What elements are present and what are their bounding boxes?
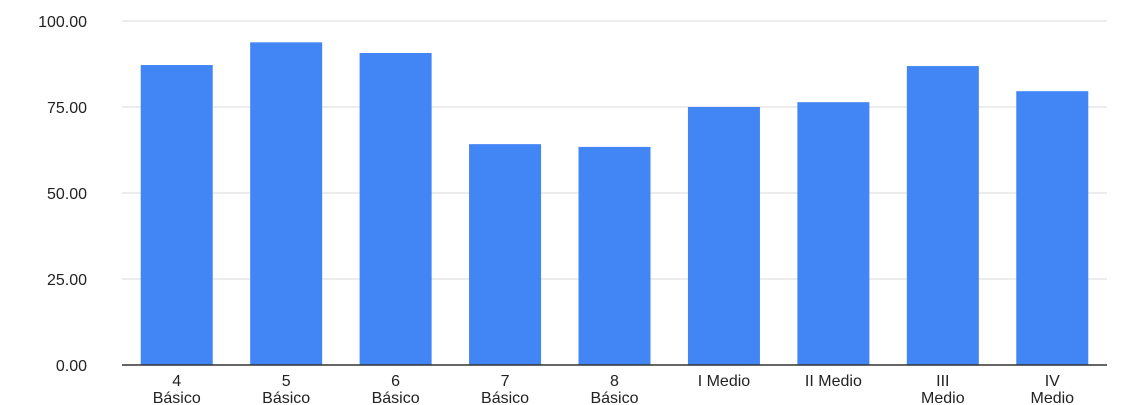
x-category-label: IV Medio <box>1030 373 1074 405</box>
bar <box>797 102 870 366</box>
bar <box>359 52 432 365</box>
y-tick-label: 25.00 <box>47 272 87 289</box>
x-category-label: 4 Básico <box>153 373 201 405</box>
x-axis-category-labels: 4 Básico 5 Básico 6 Básico 7 Básico 8 Básico I Med… <box>153 373 1074 405</box>
bar <box>906 66 979 366</box>
bar <box>469 144 542 365</box>
x-category-label: 6 Básico <box>372 373 420 405</box>
bar <box>1016 91 1089 366</box>
x-category-label: 7 Básico <box>481 373 529 405</box>
bar <box>687 107 760 365</box>
x-category-label: II Medio <box>805 373 862 390</box>
x-category-label: 8 Básico <box>590 373 638 405</box>
bar <box>140 65 213 366</box>
bar <box>250 42 323 365</box>
y-tick-label: 0.00 <box>56 358 87 375</box>
y-axis-tick-labels: 0.00 25.00 50.00 75.00 100.00 <box>38 14 87 375</box>
x-category-label: 5 Básico <box>262 373 310 405</box>
x-category-label: III Medio <box>921 373 965 405</box>
x-category-label: I Medio <box>698 373 751 390</box>
y-tick-label: 75.00 <box>47 100 87 117</box>
y-tick-label: 100.00 <box>38 14 87 31</box>
y-tick-label: 50.00 <box>47 186 87 203</box>
bar <box>578 146 651 365</box>
bars <box>140 42 1089 366</box>
